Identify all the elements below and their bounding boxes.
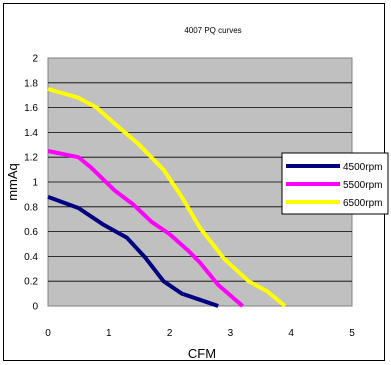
y-tick-label-2: 0.4 bbox=[24, 252, 38, 263]
y-tick-label-4: 0.8 bbox=[24, 202, 38, 213]
y-axis-label: mmAq bbox=[5, 163, 20, 201]
y-tick-label-10: 2 bbox=[32, 54, 38, 65]
x-tick-label-1: 1 bbox=[106, 328, 112, 339]
chart-title: 4007 PQ curves bbox=[184, 26, 241, 35]
series-line-6500rpm bbox=[47, 87, 287, 308]
legend: 4500rpm 5500rpm 6500rpm bbox=[281, 152, 389, 215]
y-tick-label-0: 0 bbox=[32, 302, 38, 313]
legend-label-4500rpm: 4500rpm bbox=[343, 162, 382, 173]
x-tick-label-4: 4 bbox=[288, 328, 294, 339]
legend-label-6500rpm: 6500rpm bbox=[343, 198, 382, 209]
series-line-4500rpm bbox=[47, 195, 219, 308]
x-tick-labels: 0 1 2 3 4 5 bbox=[45, 328, 355, 339]
y-tick-label-8: 1.6 bbox=[24, 103, 38, 114]
y-tick-label-9: 1.8 bbox=[24, 78, 38, 89]
series-lines bbox=[47, 87, 287, 308]
series-line-5500rpm bbox=[47, 149, 244, 308]
y-tick-label-3: 0.6 bbox=[24, 227, 38, 238]
x-tick-label-5: 5 bbox=[349, 328, 355, 339]
legend-label-5500rpm: 5500rpm bbox=[343, 180, 382, 191]
x-axis-label: CFM bbox=[188, 346, 216, 361]
y-tick-label-1: 0.2 bbox=[24, 277, 38, 288]
x-tick-label-3: 3 bbox=[228, 328, 234, 339]
y-tick-label-6: 1.2 bbox=[24, 153, 38, 164]
y-tick-label-5: 1 bbox=[32, 178, 38, 189]
x-tick-label-2: 2 bbox=[167, 328, 173, 339]
x-tick-label-0: 0 bbox=[45, 328, 51, 339]
y-tick-labels: 0 0.2 0.4 0.6 0.8 1 1.2 1.4 1.6 1.8 2 bbox=[24, 54, 38, 313]
y-tick-label-7: 1.4 bbox=[24, 128, 38, 139]
